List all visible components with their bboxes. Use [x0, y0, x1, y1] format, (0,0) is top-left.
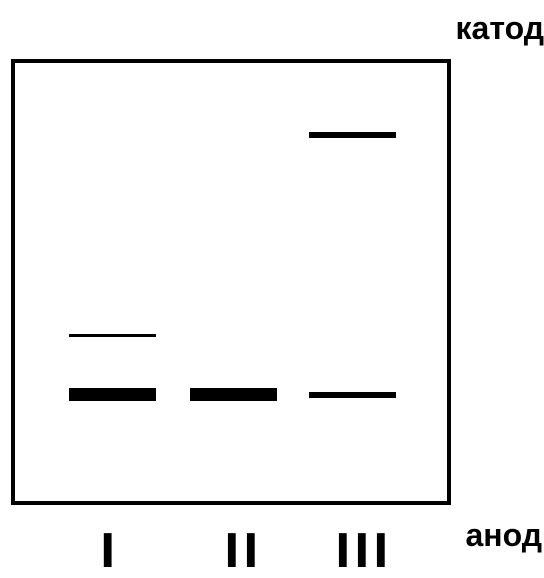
- lane-3-top-band: [309, 132, 396, 138]
- lane-1-thick-band: [69, 388, 156, 401]
- cathode-label: катод: [456, 10, 544, 47]
- lane-1-thin-band: [69, 334, 156, 337]
- anode-label: анод: [465, 517, 542, 554]
- lane-2-thick-band: [190, 388, 277, 401]
- lane-3-label: III: [335, 528, 392, 574]
- gel-frame: [11, 59, 451, 505]
- lane-2-label: II: [224, 528, 262, 574]
- lane-1-label: I: [100, 528, 119, 574]
- lane-3-lower-band: [309, 392, 396, 398]
